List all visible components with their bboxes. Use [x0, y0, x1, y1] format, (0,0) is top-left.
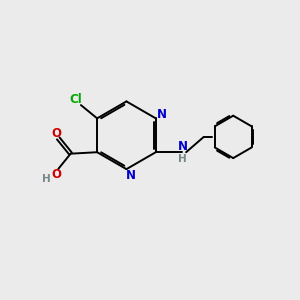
Text: O: O	[52, 127, 62, 140]
Text: O: O	[52, 168, 62, 181]
Text: N: N	[157, 108, 167, 121]
Text: H: H	[41, 174, 50, 184]
Text: H: H	[178, 154, 187, 164]
Text: N: N	[126, 169, 136, 182]
Text: Cl: Cl	[69, 93, 82, 106]
Text: N: N	[178, 140, 188, 153]
